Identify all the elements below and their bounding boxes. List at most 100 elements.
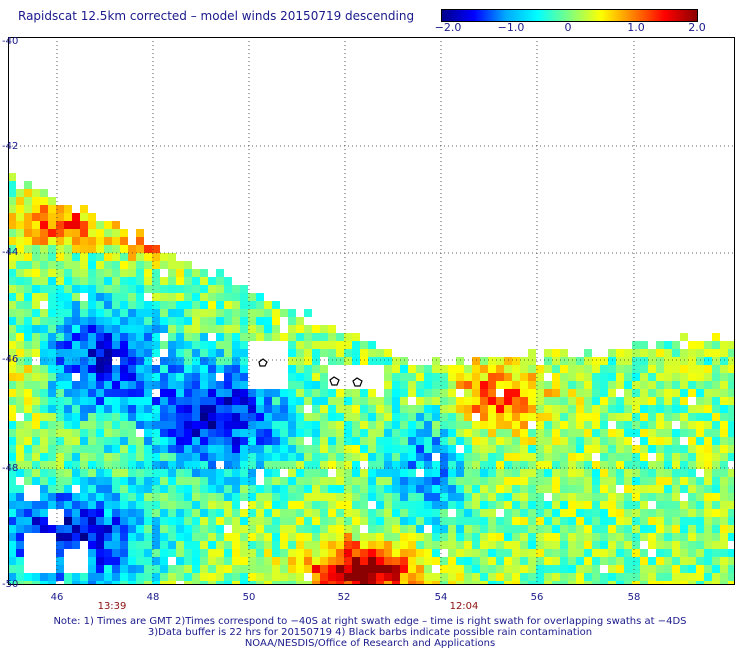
- data-cell: [384, 581, 392, 585]
- data-cell: [128, 333, 136, 341]
- data-cell: [696, 405, 704, 413]
- data-cell: [56, 389, 64, 397]
- data-cell: [80, 389, 88, 397]
- data-cell: [304, 389, 312, 397]
- data-cell: [256, 325, 264, 333]
- missing-cell: [304, 573, 312, 581]
- data-cell: [664, 581, 672, 585]
- missing-cell: [272, 381, 280, 389]
- data-cell: [488, 573, 496, 581]
- data-cell: [40, 389, 48, 397]
- data-cell: [80, 573, 88, 581]
- data-cell: [528, 429, 536, 437]
- data-cell: [216, 469, 224, 477]
- data-cell: [256, 565, 264, 573]
- data-cell: [128, 341, 136, 349]
- data-cell: [96, 493, 104, 501]
- missing-cell: [328, 373, 336, 381]
- data-cell: [24, 453, 32, 461]
- data-cell: [104, 253, 112, 261]
- data-cell: [728, 501, 735, 509]
- missing-cell: [32, 533, 40, 541]
- data-cell: [136, 549, 144, 557]
- data-cell: [448, 421, 456, 429]
- data-cell: [16, 349, 24, 357]
- data-cell: [64, 429, 72, 437]
- data-cell: [624, 485, 632, 493]
- data-cell: [24, 261, 32, 269]
- data-cell: [304, 525, 312, 533]
- lon-label: 58: [627, 592, 641, 603]
- data-cell: [352, 445, 360, 453]
- data-cell: [632, 365, 640, 373]
- data-cell: [232, 285, 240, 293]
- data-cell: [456, 541, 464, 549]
- data-cell: [696, 389, 704, 397]
- data-cell: [704, 461, 712, 469]
- data-cell: [544, 421, 552, 429]
- data-cell: [32, 341, 40, 349]
- data-cell: [8, 317, 16, 325]
- data-cell: [592, 389, 600, 397]
- data-cell: [264, 453, 272, 461]
- data-cell: [32, 581, 40, 585]
- data-cell: [160, 517, 168, 525]
- data-cell: [728, 429, 735, 437]
- data-cell: [488, 389, 496, 397]
- data-cell: [256, 573, 264, 581]
- data-cell: [184, 565, 192, 573]
- data-cell: [208, 573, 216, 581]
- data-cell: [112, 445, 120, 453]
- data-cell: [568, 445, 576, 453]
- lat-label: -42: [2, 141, 19, 152]
- data-cell: [680, 557, 688, 565]
- data-cell: [104, 229, 112, 237]
- data-cell: [72, 357, 80, 365]
- data-cell: [256, 581, 264, 585]
- data-cell: [184, 501, 192, 509]
- data-cell: [136, 229, 144, 237]
- data-cell: [720, 357, 728, 365]
- data-cell: [48, 373, 56, 381]
- data-cell: [400, 437, 408, 445]
- data-cell: [8, 357, 16, 365]
- data-cell: [456, 429, 464, 437]
- data-cell: [392, 389, 400, 397]
- data-cell: [440, 453, 448, 461]
- data-cell: [520, 549, 528, 557]
- data-cell: [64, 453, 72, 461]
- data-cell: [368, 341, 376, 349]
- data-cell: [648, 469, 656, 477]
- data-cell: [392, 501, 400, 509]
- data-cell: [600, 581, 608, 585]
- data-cell: [592, 365, 600, 373]
- data-cell: [656, 357, 664, 365]
- data-cell: [16, 317, 24, 325]
- data-cell: [632, 557, 640, 565]
- data-cell: [552, 365, 560, 373]
- data-cell: [264, 325, 272, 333]
- data-cell: [168, 477, 176, 485]
- data-cell: [352, 405, 360, 413]
- data-cell: [552, 429, 560, 437]
- data-cell: [144, 517, 152, 525]
- data-cell: [448, 581, 456, 585]
- data-cell: [664, 405, 672, 413]
- data-cell: [8, 325, 16, 333]
- data-cell: [152, 333, 160, 341]
- data-cell: [216, 301, 224, 309]
- data-cell: [632, 525, 640, 533]
- data-cell: [200, 341, 208, 349]
- data-cell: [72, 253, 80, 261]
- data-cell: [160, 341, 168, 349]
- data-cell: [440, 429, 448, 437]
- data-cell: [544, 357, 552, 365]
- data-cell: [24, 205, 32, 213]
- data-cell: [144, 525, 152, 533]
- data-cell: [200, 445, 208, 453]
- data-cell: [704, 525, 712, 533]
- data-cell: [152, 405, 160, 413]
- data-cell: [256, 453, 264, 461]
- data-cell: [496, 557, 504, 565]
- data-cell: [144, 469, 152, 477]
